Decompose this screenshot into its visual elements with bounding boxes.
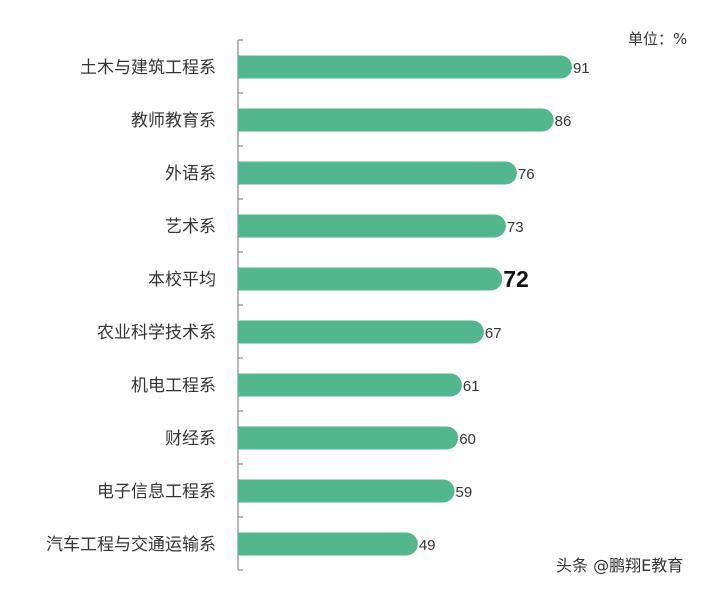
watermark: 头条 @鹏翔E教育 xyxy=(556,556,684,575)
category-label: 外语系 xyxy=(165,164,216,184)
data-label: 67 xyxy=(485,325,502,342)
bar xyxy=(238,108,554,132)
bar xyxy=(238,479,455,503)
data-label: 61 xyxy=(463,378,480,395)
data-label: 76 xyxy=(518,166,535,183)
category-label: 汽车工程与交通运输系 xyxy=(46,535,216,555)
category-label: 机电工程系 xyxy=(131,376,216,396)
category-label: 本校平均 xyxy=(148,270,216,290)
data-label: 49 xyxy=(419,537,436,554)
bar xyxy=(238,214,506,238)
category-label: 艺术系 xyxy=(165,217,216,237)
bar xyxy=(238,55,572,79)
bar xyxy=(238,532,418,556)
data-label: 91 xyxy=(573,60,590,77)
bar xyxy=(238,426,459,450)
bar xyxy=(238,373,462,397)
unit-label: 单位：% xyxy=(628,30,688,48)
data-label: 86 xyxy=(555,113,572,130)
bar xyxy=(238,320,484,344)
data-label: 59 xyxy=(456,484,473,501)
category-label: 电子信息工程系 xyxy=(97,482,216,502)
data-label: 60 xyxy=(459,431,476,448)
category-label: 土木与建筑工程系 xyxy=(80,58,216,78)
category-label: 农业科学技术系 xyxy=(97,323,216,343)
data-label: 72 xyxy=(503,266,529,292)
bar xyxy=(238,267,503,291)
category-label: 财经系 xyxy=(165,429,216,449)
bar xyxy=(238,161,517,185)
data-label: 73 xyxy=(507,219,524,236)
category-label: 教师教育系 xyxy=(131,111,216,131)
